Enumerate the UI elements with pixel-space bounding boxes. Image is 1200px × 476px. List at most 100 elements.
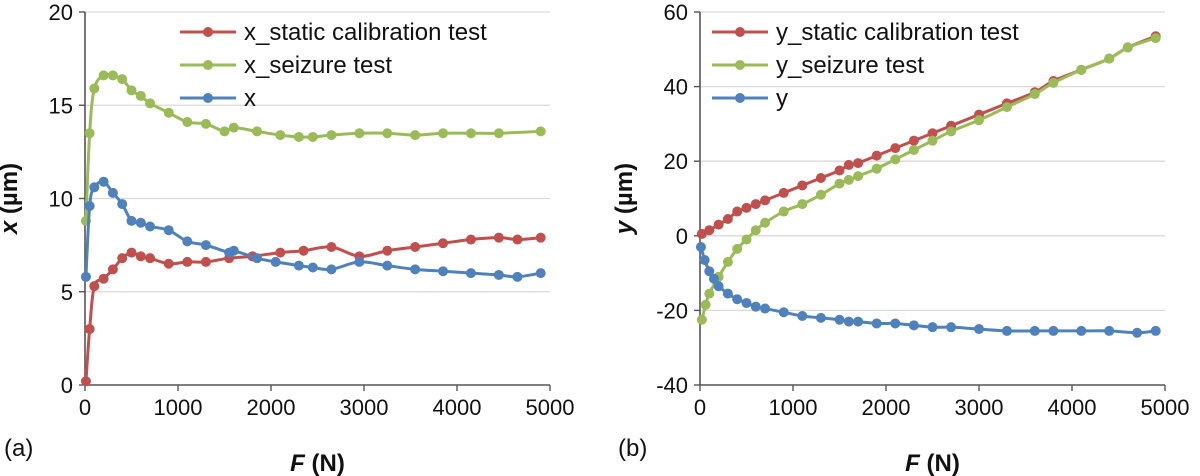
data-point	[871, 163, 882, 174]
data-point	[145, 98, 156, 109]
data-point	[80, 376, 91, 387]
data-point	[778, 206, 789, 217]
data-point	[382, 260, 393, 271]
data-point	[307, 131, 318, 142]
series-x-seizure-test	[80, 70, 546, 226]
data-point	[512, 271, 523, 282]
y-tick-label: 0	[676, 224, 688, 249]
data-point	[732, 294, 743, 305]
x-tick-label: 2000	[862, 395, 911, 420]
data-point	[843, 159, 854, 170]
data-point	[722, 256, 733, 267]
data-point	[98, 176, 109, 187]
data-point	[200, 240, 211, 251]
data-point	[98, 273, 109, 284]
data-point	[946, 126, 957, 137]
data-point	[704, 225, 715, 236]
data-point	[741, 297, 752, 308]
series-y-static-calibration-test	[696, 31, 1161, 239]
data-point	[107, 264, 118, 275]
data-point	[708, 273, 719, 284]
data-point	[704, 266, 715, 277]
data-point	[1132, 327, 1143, 338]
x-tick-label: 5000	[526, 395, 575, 420]
data-point	[741, 202, 752, 213]
data-point	[1150, 33, 1161, 44]
data-point	[908, 135, 919, 146]
data-point	[815, 312, 826, 323]
data-point	[145, 253, 156, 264]
y-tick-label: 20	[49, 0, 73, 25]
data-point	[493, 232, 504, 243]
data-point	[797, 180, 808, 191]
legend-item: y	[712, 85, 788, 112]
legend-marker	[203, 93, 213, 103]
data-point	[871, 150, 882, 161]
data-point	[1122, 42, 1133, 53]
data-point	[834, 178, 845, 189]
data-point	[275, 247, 286, 258]
panel-label: (b)	[618, 435, 647, 462]
data-point	[1048, 77, 1059, 88]
data-point	[219, 126, 230, 137]
data-point	[1076, 64, 1087, 75]
data-point	[722, 288, 733, 299]
data-point	[696, 228, 707, 239]
data-point	[750, 301, 761, 312]
data-point	[89, 83, 100, 94]
data-point	[696, 314, 707, 325]
data-point	[974, 115, 984, 126]
data-point	[182, 256, 193, 267]
data-point	[713, 219, 724, 230]
data-point	[107, 70, 118, 81]
data-point	[1104, 53, 1115, 64]
data-point	[890, 143, 901, 154]
data-point	[410, 130, 421, 141]
data-point	[326, 264, 337, 275]
x-axis-label: F (N)	[290, 450, 345, 476]
y-tick-label: -20	[656, 298, 688, 323]
data-point	[1076, 325, 1087, 336]
panel-a: 0 1000 2000 3000 4000 5000 0 5 10 15 20 F (N) x (µm)…	[0, 0, 574, 476]
y-tick-label: 20	[664, 149, 688, 174]
data-point	[126, 215, 137, 226]
data-point	[163, 225, 174, 236]
data-point	[927, 128, 938, 139]
legend-marker	[203, 27, 213, 37]
data-point	[117, 199, 128, 210]
x-tick-label: 5000	[1141, 395, 1190, 420]
data-point	[84, 200, 95, 211]
data-point	[135, 90, 146, 101]
data-point	[465, 128, 476, 139]
data-point	[1029, 325, 1040, 336]
data-point	[163, 107, 174, 118]
data-point	[89, 281, 100, 292]
data-point	[732, 206, 743, 217]
data-point	[732, 243, 743, 254]
y-tick-label: 0	[61, 373, 73, 398]
legend-label: x_static calibration test	[244, 19, 487, 46]
data-point	[778, 307, 789, 318]
series-x	[80, 176, 546, 282]
data-point	[135, 251, 146, 262]
series-y	[695, 241, 1161, 338]
x-tick-label: 0	[79, 395, 91, 420]
data-point	[535, 268, 546, 279]
data-point	[89, 182, 100, 193]
data-point	[843, 316, 854, 327]
data-point	[815, 189, 826, 200]
data-point	[853, 316, 864, 327]
x-tick-label: 3000	[955, 395, 1004, 420]
data-point	[871, 318, 882, 329]
legend-marker	[203, 60, 213, 70]
data-point	[1001, 102, 1012, 113]
data-point	[84, 128, 95, 139]
series-line	[700, 36, 1157, 321]
y-axis-label: y (µm)	[611, 163, 638, 235]
data-point	[908, 145, 919, 156]
data-point	[293, 131, 304, 142]
data-point	[695, 241, 706, 252]
data-point	[760, 303, 771, 314]
data-point	[722, 214, 733, 225]
data-point	[760, 217, 771, 228]
